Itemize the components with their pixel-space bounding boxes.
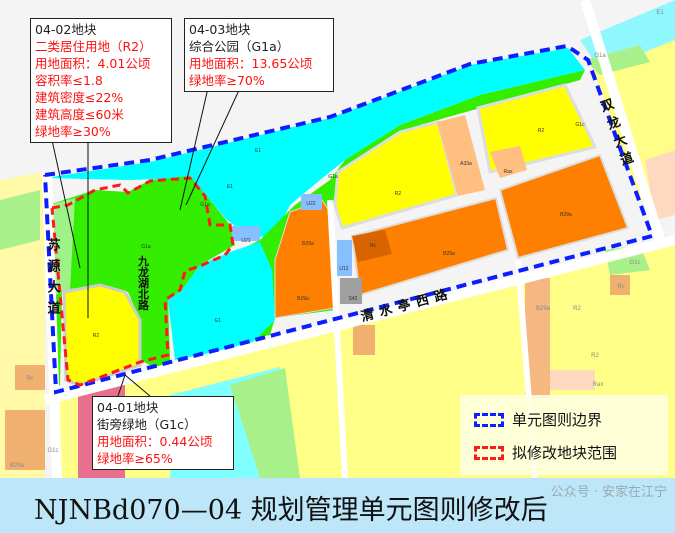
- parcel-u22: [301, 194, 322, 210]
- parcel-u21: [232, 226, 260, 241]
- parcel-label: Rax: [593, 382, 604, 388]
- parcel-label: G1c: [575, 122, 585, 128]
- parcel-b29a-center: [350, 196, 510, 297]
- leader-line: [124, 374, 151, 397]
- leader-line: [179, 87, 209, 211]
- parcel-b29a-sw: [5, 410, 45, 470]
- road-shuanglong: [580, 0, 665, 242]
- callout-line: 绿地率≥70%: [189, 73, 265, 88]
- title-banner: NJNBd070—04 规划管理单元图则修改后 公众号 · 安家在江宁: [0, 478, 675, 533]
- river: [45, 48, 585, 238]
- parcel-label: G1c: [629, 260, 640, 266]
- parcel-b29a-east: [498, 153, 630, 260]
- callout-title: 04-01地块: [97, 400, 159, 415]
- callout-line: 建筑密度≤22%: [35, 90, 124, 105]
- blue-dashed-box-icon: [474, 412, 504, 427]
- parcel-label: G1a: [328, 174, 338, 180]
- road-ns-mid: [327, 199, 348, 478]
- outside-west-green: [0, 190, 40, 250]
- legend-label: 拟修改地块范围: [512, 444, 618, 462]
- callout-line: 绿地率≥65%: [97, 451, 173, 466]
- parcel-label: R2: [93, 333, 100, 339]
- red-dashed-box-icon: [474, 445, 504, 460]
- leader-line: [185, 87, 241, 206]
- leader-line: [117, 374, 126, 397]
- parcel-label: E1: [656, 10, 664, 16]
- parcel-label: E1: [215, 318, 221, 324]
- parcel-s42: [340, 278, 362, 304]
- parcel-label: G1c: [47, 448, 58, 454]
- parcel-label: E1: [255, 148, 261, 154]
- parcel-label: B29a: [560, 212, 572, 218]
- unit-boundary: [43, 43, 655, 395]
- park-g1a: [48, 176, 235, 390]
- parcel-label: R2: [538, 128, 545, 134]
- callout-subtitle: 街旁绿地（G1c）: [97, 417, 197, 432]
- lake: [168, 242, 275, 360]
- parcel-label: A33a: [460, 161, 472, 167]
- callout-line: 建筑高度≤60米: [35, 107, 124, 122]
- road-label-jiulonghu: 九龙湖北路: [137, 254, 151, 311]
- parcel-label: Rc: [370, 243, 377, 249]
- map-canvas: E1 E1 E1 G1a G1a G1a R2 U21 U22 B29a B29…: [0, 0, 675, 478]
- callout-line: 用地面积：4.01公顷: [35, 56, 151, 71]
- parcel-u12: [337, 240, 352, 276]
- parcel-label: G1a: [594, 53, 606, 59]
- outside-west: [0, 172, 45, 478]
- parcel-label: Rax: [504, 169, 513, 175]
- road-label-suyuan: 苏源大道: [45, 237, 61, 322]
- parcel-label: B29a: [297, 296, 309, 302]
- callout-line: 容积率≤1.8: [35, 73, 103, 88]
- parcel-label: U12: [339, 266, 348, 272]
- parcel-label: R2: [573, 306, 581, 312]
- parcel-rax: [490, 146, 527, 178]
- parcel-label: G1a: [200, 202, 210, 208]
- parcel-label: R2: [395, 191, 402, 197]
- parcel-rc-south: [353, 325, 375, 355]
- parcel-rc-se: [610, 275, 630, 295]
- parcel-label: Rc: [617, 284, 624, 290]
- parcel-04-02-r2[interactable]: [62, 283, 142, 387]
- parcel-label: R2: [591, 353, 599, 359]
- callout-04-02: 04-02地块 二类居住用地（R2） 用地面积：4.01公顷 容积率≤1.8 建…: [30, 18, 172, 143]
- parcel-rax-south: [550, 370, 595, 390]
- callout-title: 04-03地块: [189, 22, 251, 37]
- parcel-label: S42: [349, 296, 358, 302]
- watermark: 公众号 · 安家在江宁: [550, 485, 667, 500]
- legend-item-modified-range: 拟修改地块范围: [474, 442, 617, 463]
- parcel-label: B29a: [10, 463, 25, 469]
- leader-line: [51, 139, 81, 269]
- parcel-rc: [352, 230, 392, 262]
- callout-04-03: 04-03地块 综合公园（G1a） 用地面积：13.65公顷 绿地率≥70%: [184, 18, 334, 92]
- parcel-label: U22: [306, 201, 315, 207]
- parcel-a33a: [437, 115, 485, 196]
- parcel-rc-west: [15, 365, 45, 390]
- banner-title: NJNBd070—04 规划管理单元图则修改后: [34, 495, 548, 526]
- parcel-label: Rc: [26, 376, 33, 382]
- parcel-label: B29a: [443, 251, 455, 257]
- callout-subtitle: 综合公园（G1a）: [189, 39, 290, 54]
- callout-line: 绿地率≥30%: [35, 124, 111, 139]
- legend-item-unit-boundary: 单元图则边界: [474, 409, 602, 430]
- callout-line: 用地面积：0.44公顷: [97, 434, 213, 449]
- callout-title: 04-02地块: [35, 22, 97, 37]
- modified-range-boundary: [50, 176, 235, 387]
- parcel-label: B29a: [302, 241, 314, 247]
- legend-label: 单元图则边界: [512, 411, 603, 429]
- callout-04-01: 04-01地块 街旁绿地（G1c） 用地面积：0.44公顷 绿地率≥65%: [92, 396, 234, 470]
- callout-line: 二类居住用地（R2）: [35, 39, 152, 54]
- road-qingshuiting: [43, 235, 675, 405]
- parcel-label: G1a: [141, 244, 151, 250]
- green-south: [230, 368, 300, 478]
- callout-line: 用地面积：13.65公顷: [189, 56, 313, 71]
- parcel-label: U21: [241, 238, 250, 244]
- legend: 单元图则边界 拟修改地块范围: [460, 395, 668, 475]
- parcel-label: B29a: [536, 306, 551, 312]
- parcel-label: E1: [227, 184, 233, 190]
